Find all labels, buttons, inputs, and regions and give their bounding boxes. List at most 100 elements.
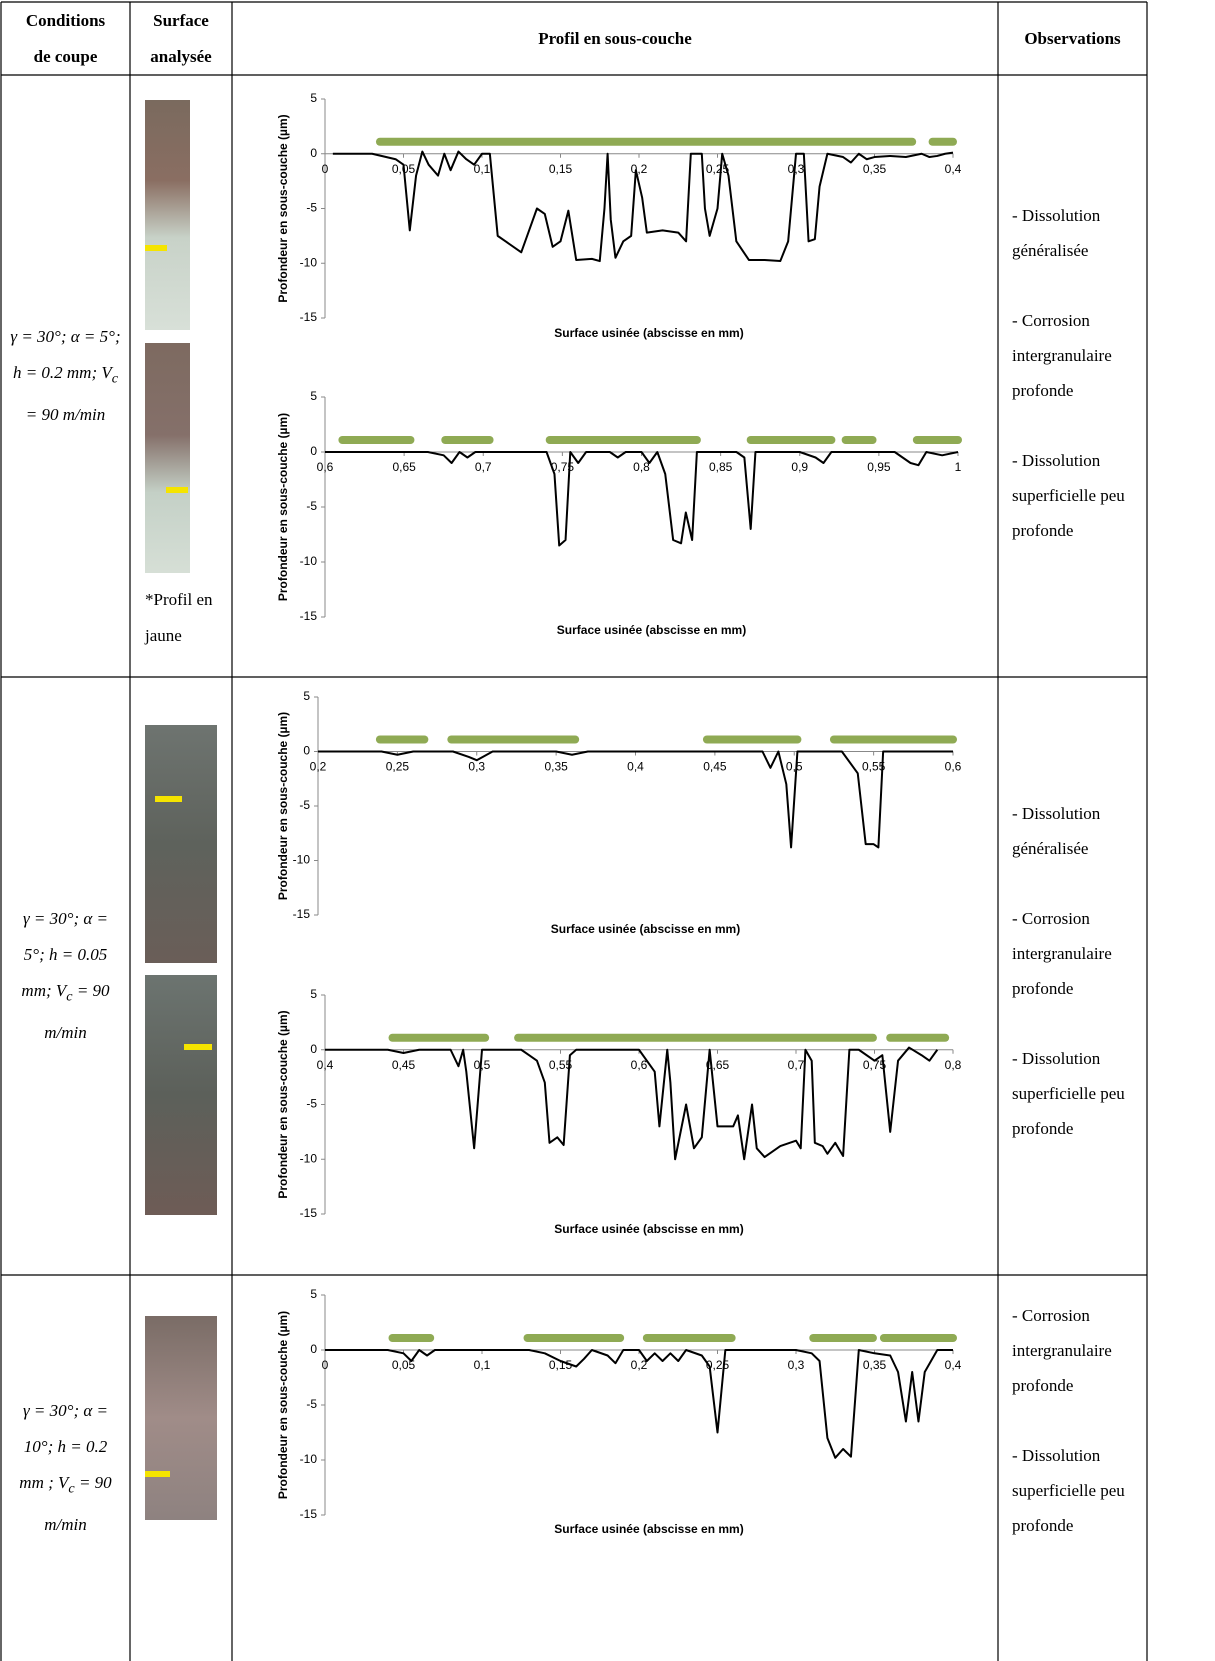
surface-image: [145, 725, 217, 963]
x-tick-label: 1: [955, 460, 962, 474]
x-tick-label: 0,35: [863, 162, 887, 176]
x-tick-label: 0,5: [786, 760, 803, 774]
y-tick-label: 5: [310, 1287, 317, 1301]
header-text: Profil en sous-couche: [538, 28, 692, 48]
y-axis-title: Profondeur en sous-couche (µm): [276, 413, 290, 601]
x-tick-label: 0,15: [549, 162, 573, 176]
header-cell: Profil en sous-couche: [232, 2, 998, 75]
x-tick-label: 0,1: [474, 162, 491, 176]
x-tick-label: 0,25: [386, 760, 410, 774]
y-tick-label: 5: [310, 91, 317, 105]
y-axis-title: Profondeur en sous-couche (µm): [276, 1311, 290, 1499]
observation: - Corrosion intergranulaire profonde: [1012, 1306, 1112, 1395]
conditions-cell: γ = 30°; α = 10°; h = 0.2 mm ; Vc = 90 m…: [1, 1275, 130, 1661]
y-tick-label: 0: [310, 146, 317, 160]
y-tick-label: -15: [293, 907, 311, 921]
x-tick-label: 0,75: [863, 1058, 887, 1072]
y-tick-label: -5: [299, 798, 310, 812]
conditions-text: γ = 30°; α = 10°; h = 0.2 mm ; Vc = 90 m…: [10, 1393, 122, 1542]
profile-line: [332, 150, 954, 263]
conditions-cell: γ = 30°; α = 5°; h = 0.2 mm; Vc = 90 m/m…: [1, 75, 130, 677]
conditions-sub: c: [68, 1480, 75, 1497]
x-tick-label: 0,6: [317, 460, 334, 474]
x-tick-label: 0,35: [863, 1358, 887, 1372]
y-tick-label: 5: [310, 389, 317, 403]
y-tick-label: -5: [306, 499, 317, 513]
x-tick-label: 0,8: [633, 460, 650, 474]
header-cell: Surface analysée: [130, 2, 232, 75]
x-axis-title: Surface usinée (abscisse en mm): [554, 326, 743, 340]
y-tick-label: -10: [300, 255, 318, 269]
x-tick-label: 0,9: [791, 460, 808, 474]
observation: - Dissolution superficielle peu profonde: [1012, 451, 1125, 540]
surface-image: [145, 975, 217, 1215]
conditions-sub: c: [111, 370, 119, 387]
x-tick-label: 0: [322, 1358, 329, 1372]
x-axis-title: Surface usinée (abscisse en mm): [554, 1222, 743, 1236]
y-tick-label: -10: [300, 1151, 318, 1165]
y-tick-label: 0: [310, 1042, 317, 1056]
y-tick-label: 0: [310, 1342, 317, 1356]
x-tick-label: 0,2: [631, 1358, 648, 1372]
y-tick-label: 0: [310, 444, 317, 458]
x-tick-label: 0,95: [867, 460, 891, 474]
profile-line: [325, 1046, 939, 1161]
x-tick-label: 0,4: [627, 760, 644, 774]
conditions-tail: = 90 m/min: [25, 404, 106, 424]
y-tick-label: -15: [300, 609, 318, 623]
x-tick-label: 0,2: [631, 162, 648, 176]
x-tick-label: 0,7: [475, 460, 492, 474]
y-tick-label: -15: [300, 1206, 318, 1220]
y-axis-title: Profondeur en sous-couche (µm): [276, 1010, 290, 1198]
header-text: Conditions de coupe: [25, 10, 106, 66]
observations: - Dissolution généralisée - Corrosion int…: [1012, 796, 1140, 1181]
profile-marker: [166, 487, 188, 493]
observation: - Corrosion intergranulaire profonde: [1012, 311, 1112, 400]
y-axis-title: Profondeur en sous-couche (µm): [276, 114, 290, 302]
conditions-main: γ = 30°; α = 10°; h = 0.2 mm ; V: [19, 1401, 109, 1493]
x-tick-label: 0,4: [945, 1358, 962, 1372]
x-tick-label: 0,2: [310, 760, 327, 774]
x-tick-label: 0: [322, 162, 329, 176]
y-tick-label: -5: [306, 201, 317, 215]
image-note: *Profil en jaune: [145, 590, 213, 645]
conditions-cell: γ = 30°; α = 5°; h = 0.05 mm; Vc = 90 m/…: [1, 677, 130, 1275]
x-tick-label: 0,45: [703, 760, 727, 774]
header-cell: Observations: [998, 2, 1147, 75]
profile-marker: [145, 1471, 170, 1477]
surface-image: [145, 343, 190, 573]
observation: - Dissolution généralisée: [1012, 804, 1101, 858]
y-tick-label: 0: [303, 744, 310, 758]
profile-line: [325, 451, 959, 547]
observations: - Dissolution généralisée - Corrosion int…: [1012, 198, 1140, 583]
y-tick-label: -10: [300, 1452, 318, 1466]
x-tick-label: 0,45: [392, 1058, 416, 1072]
conditions-main: γ = 30°; α = 5°; h = 0.05 mm; V: [21, 909, 109, 1001]
x-tick-label: 0,15: [549, 1358, 573, 1372]
y-tick-label: -5: [306, 1097, 317, 1111]
x-tick-label: 0,3: [788, 1358, 805, 1372]
y-tick-label: 5: [310, 987, 317, 1001]
x-tick-label: 0,35: [544, 760, 568, 774]
y-tick-label: -10: [300, 554, 318, 568]
profile-marker: [145, 245, 167, 251]
y-tick-label: -15: [300, 1507, 318, 1521]
y-tick-label: 5: [303, 689, 310, 703]
profile-marker: [155, 796, 182, 802]
x-tick-label: 0,3: [468, 760, 485, 774]
x-tick-label: 0,6: [945, 760, 962, 774]
x-tick-label: 0,55: [549, 1058, 573, 1072]
y-axis-title: Profondeur en sous-couche (µm): [276, 712, 290, 900]
observation: - Dissolution superficielle peu profonde: [1012, 1049, 1125, 1138]
x-tick-label: 0,4: [945, 162, 962, 176]
x-tick-label: 0,25: [706, 162, 730, 176]
header-text: Surface analysée: [150, 10, 212, 66]
profile-line: [318, 750, 953, 849]
x-tick-label: 0,55: [862, 760, 886, 774]
profile-line: [325, 1349, 953, 1459]
conditions-tail: = 90 m/min: [44, 1473, 112, 1534]
x-tick-label: 0,7: [788, 1058, 805, 1072]
conditions-tail: = 90 m/min: [44, 981, 110, 1042]
y-tick-label: -5: [306, 1397, 317, 1411]
